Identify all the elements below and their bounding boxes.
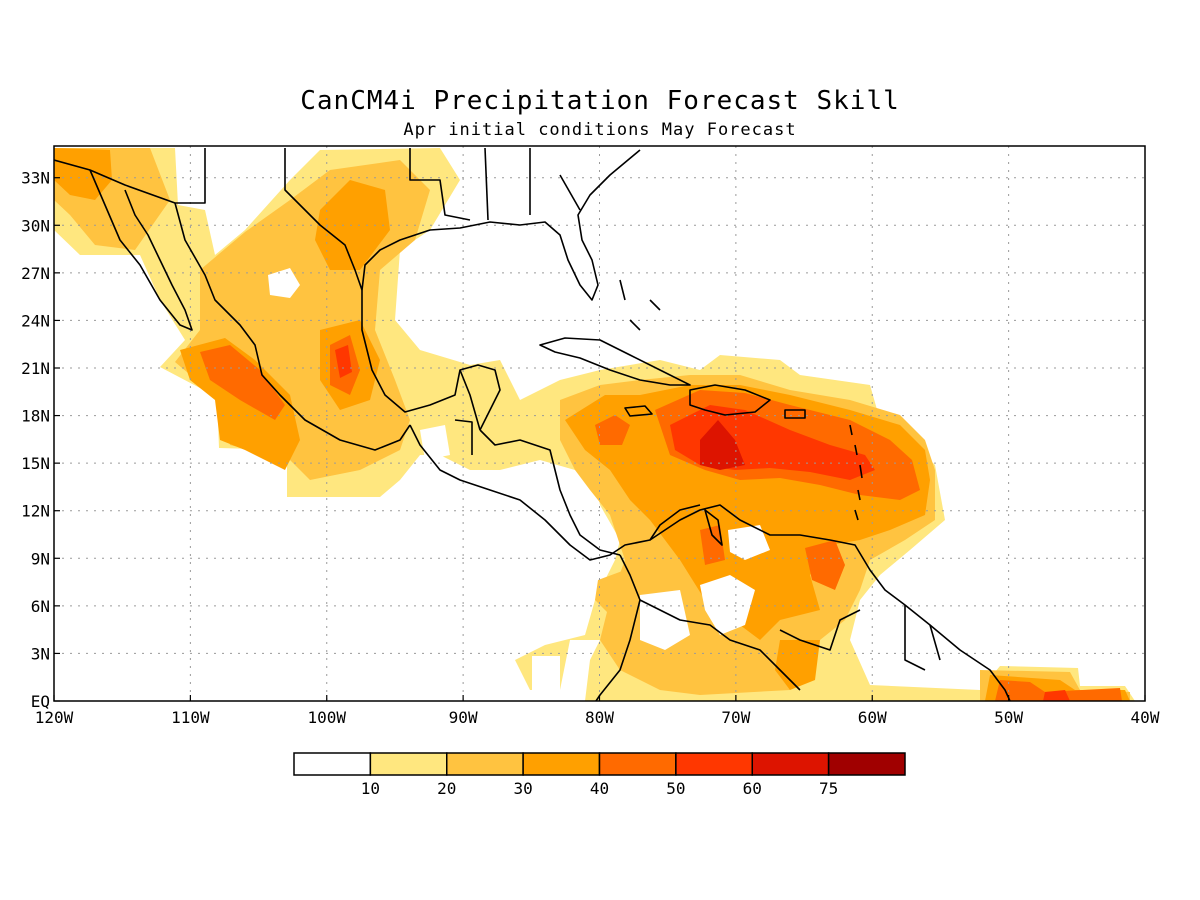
lat-tick-label: 6N <box>31 597 50 616</box>
central-america-caribbean <box>479 429 621 556</box>
lon-tick-label: 70W <box>721 708 750 727</box>
longitude-tick-labels: 120W 110W 100W 90W 80W 70W 60W 50W 40W <box>35 708 1160 727</box>
lat-tick-label: 9N <box>31 549 50 568</box>
lat-tick-label: 27N <box>21 264 50 283</box>
central-america-pacific <box>409 424 701 561</box>
lesser-antilles <box>849 424 863 521</box>
hispaniola <box>689 384 771 416</box>
colorbar-swatch <box>598 752 677 776</box>
lon-tick-label: 60W <box>858 708 887 727</box>
lake-maracaibo <box>704 509 723 546</box>
colorbar-label: 10 <box>361 779 380 798</box>
low-skill-gaps <box>268 268 770 690</box>
colorbar-label: 40 <box>590 779 609 798</box>
coastlines <box>54 147 1011 701</box>
jamaica <box>624 405 653 417</box>
colorbar-label: 75 <box>819 779 838 798</box>
lat-tick-label: 21N <box>21 359 50 378</box>
guatemala-border <box>454 419 473 455</box>
suriname-border <box>929 624 941 661</box>
state-line-3 <box>559 174 581 211</box>
lat-tick-label: 24N <box>21 311 50 330</box>
skill-band-60-75 <box>700 420 745 470</box>
axis-ticks <box>53 177 1146 702</box>
lat-tick-label: 33N <box>21 169 50 188</box>
colorbar-label: 30 <box>513 779 532 798</box>
puerto-rico <box>784 409 806 419</box>
lon-tick-label: 100W <box>307 708 346 727</box>
skill-field <box>54 148 1135 701</box>
colorbar-label: 60 <box>743 779 762 798</box>
yucatan <box>459 369 481 431</box>
lon-tick-label: 50W <box>994 708 1023 727</box>
bahamas <box>619 279 661 331</box>
mexico-pacific-coast <box>174 202 411 451</box>
venezuela-brazil-border <box>779 609 861 651</box>
lat-tick-label: 15N <box>21 454 50 473</box>
lon-tick-label: 80W <box>585 708 614 727</box>
colorbar-swatch <box>293 752 372 776</box>
colorbar-swatch <box>446 752 524 776</box>
lat-tick-label: EQ <box>31 692 50 711</box>
colorbar-label: 50 <box>666 779 685 798</box>
lon-tick-label: 120W <box>35 708 74 727</box>
texas-louisiana <box>409 148 471 221</box>
mexico-gulf-coast <box>361 290 501 431</box>
map-title: CanCM4i Precipitation Forecast Skill <box>300 86 900 116</box>
state-line-1 <box>484 147 489 221</box>
map-subtitle: Apr initial conditions May Forecast <box>403 120 797 140</box>
colorbar-label: 20 <box>437 779 456 798</box>
skill-colorbar: 10 20 30 40 50 60 75 <box>293 752 906 798</box>
us-mexico-border <box>54 148 206 204</box>
colombia-venezuela-border <box>639 599 801 691</box>
us-gulf-coast <box>361 149 641 301</box>
baja-california <box>89 169 193 331</box>
lat-tick-label: 18N <box>21 407 50 426</box>
guyana-border <box>904 605 926 671</box>
colorbar-swatch <box>522 752 601 776</box>
cuba <box>539 337 691 386</box>
south-america-north-coast <box>649 504 1011 701</box>
lat-tick-label: 30N <box>21 216 50 235</box>
colorbar-swatch <box>369 752 448 776</box>
colorbar-swatch <box>751 752 830 776</box>
lon-tick-label: 40W <box>1131 708 1160 727</box>
lat-tick-label: 3N <box>31 644 50 663</box>
lon-tick-label: 90W <box>449 708 478 727</box>
lon-tick-label: 110W <box>171 708 210 727</box>
rio-grande <box>284 148 363 291</box>
colorbar-swatch <box>675 752 753 776</box>
latitude-tick-labels: EQ 3N 6N 9N 12N 15N 18N 21N 24N 27N 30N 33N <box>21 169 50 711</box>
colorbar-swatch <box>827 752 906 776</box>
lat-tick-label: 12N <box>21 502 50 521</box>
